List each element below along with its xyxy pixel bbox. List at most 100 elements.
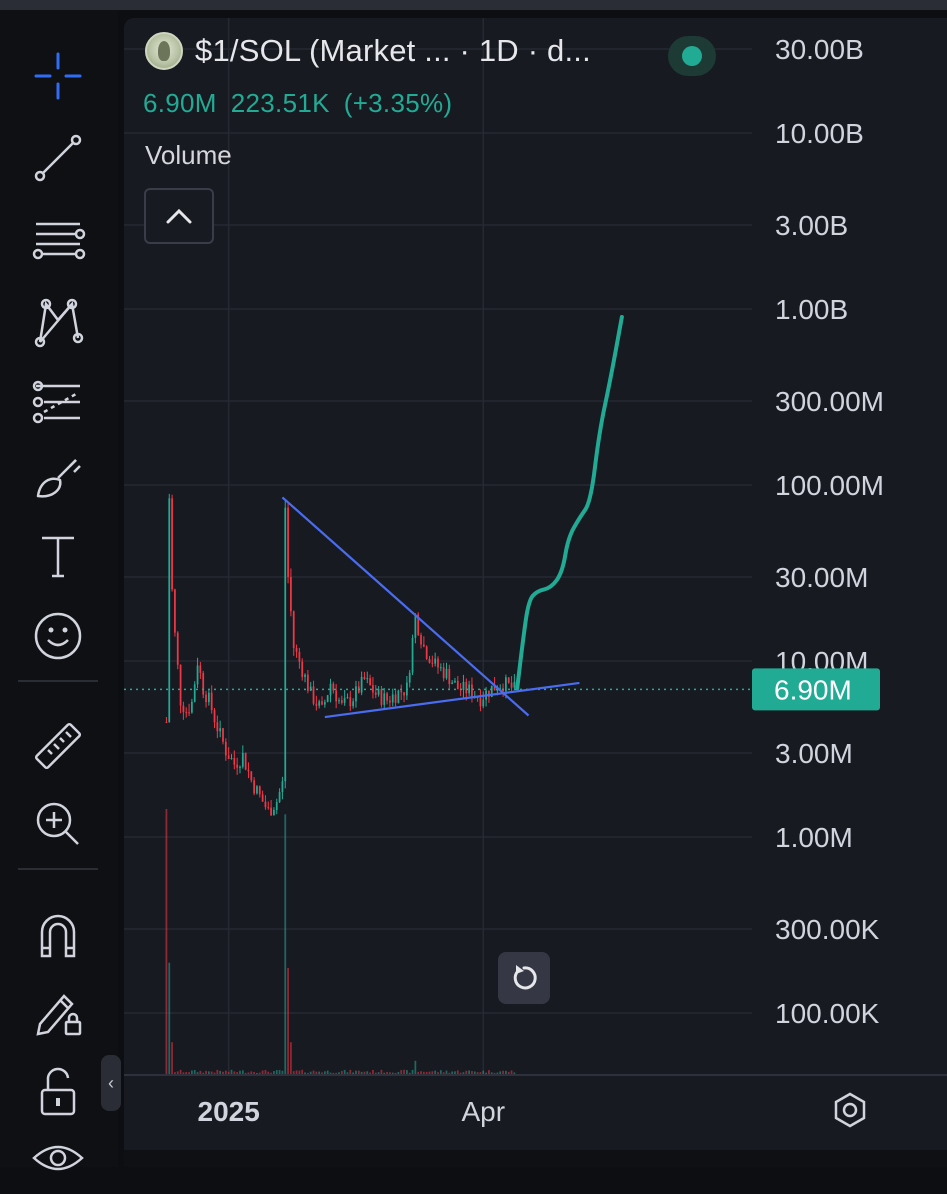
volume-bar	[377, 1072, 380, 1074]
volume-bar	[258, 1072, 261, 1074]
chart-settings-icon[interactable]	[830, 1090, 870, 1130]
volume-bar	[507, 1071, 510, 1074]
volume-bar	[332, 1072, 335, 1074]
price-change: 223.51K	[230, 88, 330, 118]
trend-line-tool[interactable]	[22, 122, 94, 194]
volume-bar	[227, 1071, 230, 1074]
lower-trendline	[324, 681, 580, 719]
volume-bar	[442, 1072, 445, 1074]
ruler-icon	[34, 722, 82, 770]
zoom-in-icon	[36, 802, 79, 845]
volume-bar	[465, 1070, 468, 1074]
volume-bar	[454, 1071, 456, 1074]
fib-retracement-icon	[32, 222, 86, 260]
volume-bar	[315, 1071, 318, 1074]
volume-bar	[372, 1069, 374, 1074]
candle-body	[199, 665, 202, 673]
unlock-icon	[40, 1067, 76, 1116]
volume-bar	[199, 1070, 202, 1074]
lock-drawing-tool[interactable]	[22, 976, 94, 1048]
candle-body	[287, 507, 289, 578]
volume-bar	[270, 1072, 272, 1074]
toggle-sidebar-button[interactable]: ‹	[101, 1055, 121, 1111]
symbol-title[interactable]: $1/SOL (Market ... · 1D · d...	[195, 33, 591, 68]
quote-line: 6.90M 223.51K (+3.35%)	[143, 88, 466, 119]
fib-retracement-tool[interactable]	[22, 204, 94, 276]
candle-body	[176, 632, 179, 665]
text-tool[interactable]	[22, 520, 94, 592]
symbol-header[interactable]: $1/SOL (Market ... · 1D · d...	[145, 32, 591, 70]
volume-bar	[273, 1071, 275, 1074]
emoji-tool[interactable]	[22, 600, 94, 672]
volume-bar	[363, 1071, 366, 1074]
zoom-tool[interactable]	[22, 788, 94, 860]
candle-body	[182, 705, 185, 713]
price-axis-label: 30.00B	[775, 34, 864, 65]
volume-bar	[193, 1069, 196, 1074]
toolbar-divider	[18, 680, 98, 682]
candle-body	[397, 690, 400, 703]
prediction-tool[interactable]	[22, 364, 94, 436]
lock-drawing-icon	[36, 994, 82, 1036]
volume-bar	[462, 1072, 465, 1074]
candle-body	[335, 690, 338, 702]
candle-body	[513, 681, 516, 688]
candle-body	[343, 698, 346, 703]
candle-body	[191, 701, 193, 713]
volume-bar	[439, 1070, 442, 1074]
candle-body	[329, 683, 332, 696]
ruler-tool[interactable]	[22, 710, 94, 782]
volume-indicator-label[interactable]: Volume	[145, 140, 232, 170]
candle-body	[369, 678, 371, 686]
price-axis-label: 3.00B	[775, 210, 848, 241]
candle-body	[490, 685, 493, 697]
candle-body	[174, 589, 176, 633]
volume-bar	[202, 1072, 205, 1074]
candle-body	[284, 507, 287, 782]
volume-bar	[397, 1071, 400, 1074]
pattern-tool[interactable]	[22, 286, 94, 358]
candle-body	[332, 683, 335, 691]
time-axis-label: Apr	[461, 1096, 505, 1127]
candle-body	[386, 693, 388, 701]
volume-bar	[394, 1072, 397, 1074]
reset-chart-button[interactable]	[498, 952, 550, 1004]
candle-body	[179, 664, 182, 706]
volume-bar	[261, 1070, 264, 1074]
candle-body	[219, 728, 222, 732]
brush-tool[interactable]	[22, 442, 94, 514]
collapse-indicators-button[interactable]	[144, 188, 214, 244]
candle-body	[292, 611, 295, 649]
candle-body	[244, 752, 247, 770]
volume-bar	[420, 1071, 422, 1074]
upper-trendline	[281, 496, 530, 717]
volume-bar	[445, 1070, 448, 1074]
candle-body	[454, 680, 456, 683]
magnet-tool[interactable]	[22, 898, 94, 970]
trend-line-icon	[34, 134, 82, 182]
price-chart[interactable]: 30.00B 10.00B 3.00B 1.00B 300.00M 100.00M 30.0…	[0, 0, 947, 1167]
volume-bar	[290, 1042, 292, 1074]
candle-body	[389, 700, 391, 703]
volume-bar	[437, 1072, 439, 1074]
candle-body	[479, 697, 482, 707]
candle-body	[185, 712, 188, 714]
symbol-logo-icon	[145, 32, 183, 70]
candle-body	[321, 701, 323, 705]
status-dot-icon	[682, 46, 702, 66]
text-icon	[42, 536, 74, 578]
volume-bar	[284, 814, 287, 1074]
candle-body	[290, 577, 292, 612]
crosshair-tool[interactable]	[22, 40, 94, 112]
volume-bar	[448, 1072, 451, 1074]
bottom-strip	[124, 1150, 947, 1167]
magnet-icon	[40, 914, 76, 958]
market-status-indicator[interactable]	[668, 36, 716, 76]
volume-bar	[431, 1071, 434, 1074]
candle-body	[202, 672, 205, 695]
candle-body	[273, 809, 275, 816]
candle-body	[281, 781, 284, 793]
volume-bar	[493, 1072, 496, 1074]
unlock-tool[interactable]	[22, 1056, 94, 1128]
candle-body	[422, 644, 425, 647]
